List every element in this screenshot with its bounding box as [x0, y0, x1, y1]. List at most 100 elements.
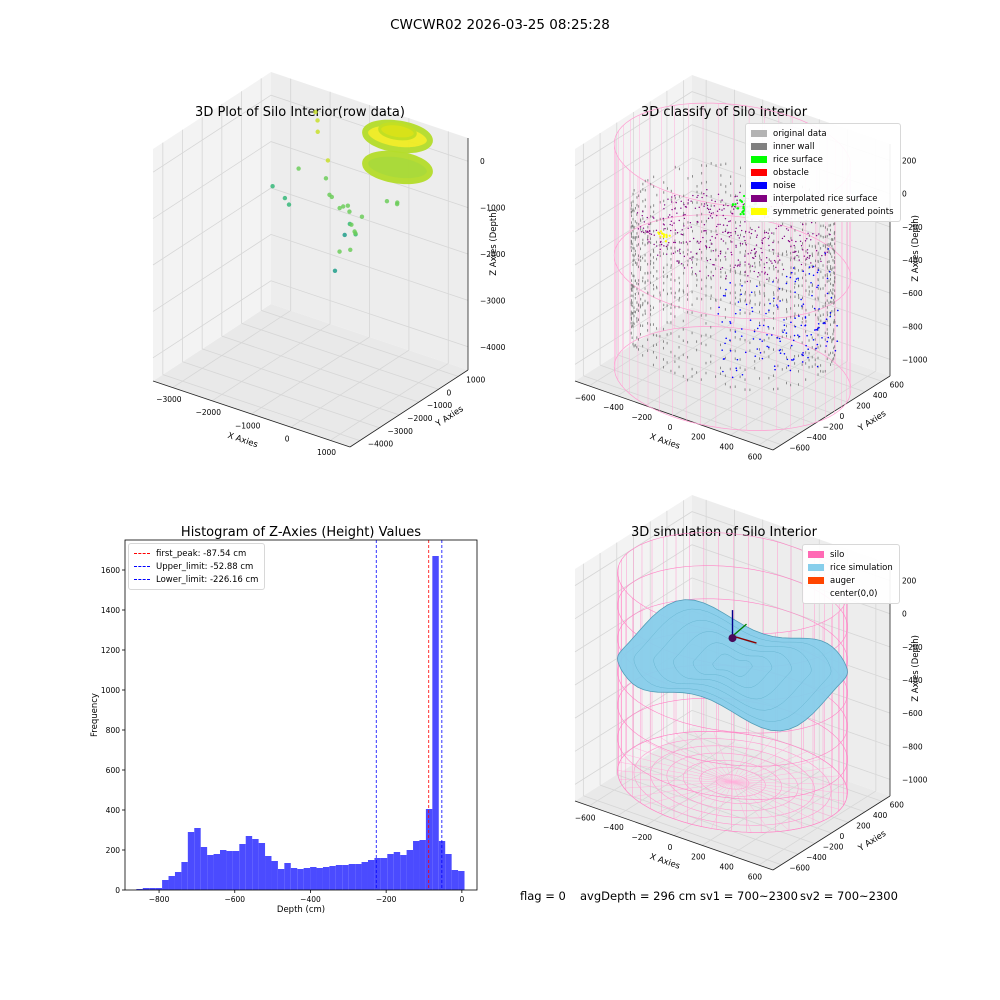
classify-inner-wall-point [705, 202, 707, 205]
classify-inner-wall-point [772, 374, 774, 377]
classify-inner-wall-point [663, 275, 665, 278]
classify-inner-wall-point [834, 222, 836, 225]
classify-inner-wall-point [768, 266, 770, 270]
classify-noise-point [794, 325, 797, 328]
raw-data-point [315, 118, 320, 123]
sim-rice-mesh [712, 653, 753, 677]
classify-inner-wall-point [772, 299, 774, 303]
classify-symmetric-point [657, 232, 661, 236]
classify-inner-wall-point [830, 313, 831, 317]
classify-inner-wall-point [814, 363, 816, 366]
classify-interpolated-point [772, 249, 774, 251]
classify-y-axis-label: Y Axies [856, 409, 889, 435]
classify-inner-wall-point [638, 348, 639, 351]
classify-inner-wall-point [805, 279, 807, 283]
classify-noise-point [790, 359, 793, 361]
classify-noise-point [717, 313, 720, 315]
classify-inner-wall-point [725, 258, 727, 261]
classify-inner-wall-point [705, 343, 707, 347]
classify-inner-wall-point [730, 210, 732, 214]
legend-swatch [808, 551, 824, 558]
classify-noise-point [807, 348, 810, 350]
classify-noise-point [724, 342, 726, 345]
classify-noise-point [797, 334, 799, 336]
classify-interpolated-point [706, 207, 709, 209]
classify-interpolated-point [824, 254, 827, 256]
classify-interpolated-point [703, 224, 706, 226]
classify-inner-wall-point [794, 257, 796, 261]
classify-inner-wall-point [763, 262, 765, 266]
classify-inner-wall-point [833, 251, 835, 255]
histogram-frame [124, 539, 478, 891]
histogram-bar [252, 839, 259, 890]
classify-inner-wall-point [710, 204, 712, 208]
raw-data-point [327, 192, 332, 198]
classify-inner-wall-point [634, 220, 636, 223]
classify-inner-wall-point [811, 245, 813, 248]
classify-noise-point [745, 303, 748, 306]
classify-z-tick-label: 0 [902, 190, 907, 199]
classify-inner-wall-point [652, 248, 654, 252]
classify-interpolated-point [713, 205, 715, 207]
classify-inner-wall-point [701, 297, 703, 301]
classify-inner-wall-point [763, 350, 765, 354]
legend-entry: rice surface [751, 153, 894, 166]
classify-interpolated-point [707, 217, 710, 220]
classify-z-tick-label: 200 [902, 157, 917, 166]
classify-inner-wall-point [631, 210, 633, 214]
classify-inner-wall-point [656, 219, 658, 222]
classify-inner-wall-point [822, 235, 824, 239]
classify-interpolated-point [647, 239, 649, 241]
classify-inner-wall-point [798, 294, 799, 297]
classify-interpolated-point [673, 241, 675, 244]
classify-inner-wall-point [720, 163, 722, 166]
classify-interpolated-point [756, 234, 758, 236]
classify-noise-point [787, 364, 790, 367]
classify-interpolated-point [650, 233, 653, 235]
histogram-y-tick-label: 1400 [101, 606, 120, 615]
classify-noise-point [783, 324, 786, 327]
classify-noise-point [829, 315, 832, 318]
classify-inner-wall-point [820, 234, 822, 238]
classify-inner-wall-point [663, 218, 665, 222]
classify-inner-wall-point [663, 199, 665, 203]
classify-interpolated-point [680, 233, 682, 235]
histogram-bar [277, 869, 285, 890]
histogram-bar [348, 864, 356, 890]
classify-inner-wall-point [817, 296, 819, 300]
classify-inner-wall-point [725, 190, 727, 194]
classify-inner-wall-point [805, 258, 807, 262]
classify-noise-point [801, 361, 804, 363]
classify-inner-wall-point [644, 231, 646, 235]
classify-inner-wall-point [678, 281, 680, 285]
sim-silo-bottom-spoke [732, 781, 832, 817]
classify-inner-wall-point [826, 243, 828, 246]
classify-inner-wall-point [640, 228, 642, 231]
classify-inner-wall-point [682, 353, 684, 357]
histogram-bar [310, 867, 317, 890]
classify-inner-wall-point [705, 232, 707, 235]
classify-inner-wall-point [739, 375, 741, 379]
classify-interpolated-point [696, 196, 698, 199]
classify-inner-wall-point [724, 382, 726, 386]
classify-inner-wall-point [739, 358, 741, 361]
histogram-bar [355, 864, 362, 890]
legend-label: center(0,0) [830, 588, 878, 599]
classify-inner-wall-point [790, 346, 792, 349]
classify-interpolated-point [670, 201, 673, 203]
classify-noise-point [804, 317, 807, 319]
classify-inner-wall-point [653, 250, 655, 253]
classify-interpolated-point [671, 208, 673, 211]
classify-interpolated-point [696, 240, 699, 243]
classify-inner-wall-point [638, 309, 639, 312]
classify-inner-wall-point [636, 282, 638, 285]
histogram-x-tick-label: −600 [224, 895, 245, 904]
classify-interpolated-point [684, 213, 686, 216]
classify-inner-wall-point [634, 296, 636, 300]
classify-inner-wall-point [634, 261, 636, 264]
classify-interpolated-point [715, 225, 718, 228]
classify-inner-wall-point [811, 346, 813, 349]
classify-noise-point [801, 353, 803, 356]
classify-inner-wall-point [820, 369, 822, 373]
classify-inner-wall-point [833, 357, 835, 360]
